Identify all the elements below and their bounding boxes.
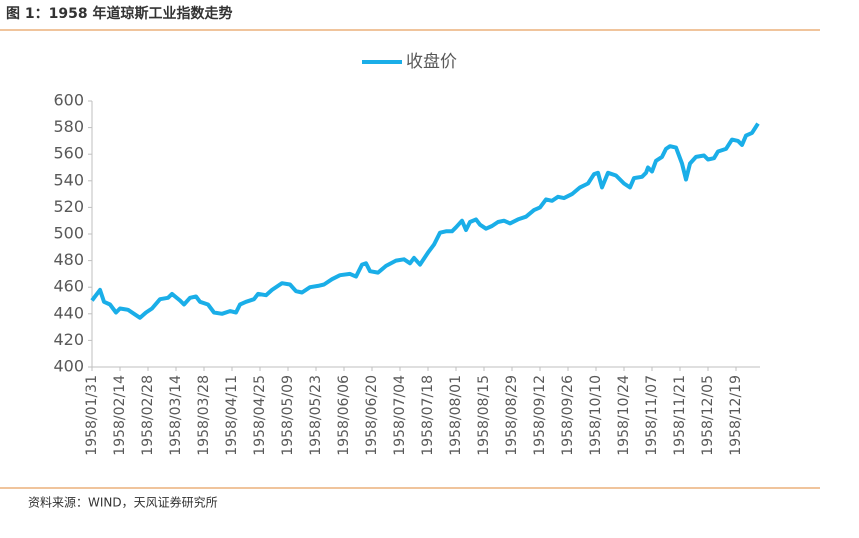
x-tick-label: 1958/07/04 — [392, 375, 408, 456]
x-tick-label: 1958/09/26 — [560, 375, 576, 456]
x-tick-label: 1958/11/07 — [644, 375, 660, 456]
chart-title: 图 1：1958 年道琼斯工业指数走势 — [6, 5, 232, 22]
x-tick-label: 1958/12/05 — [700, 375, 716, 456]
y-tick-label: 560 — [53, 144, 84, 163]
y-tick-label: 460 — [53, 277, 84, 296]
x-tick-label: 1958/06/20 — [364, 375, 380, 456]
y-tick-label: 400 — [53, 357, 84, 376]
x-tick-label: 1958/10/10 — [588, 375, 604, 456]
y-tick-label: 600 — [53, 91, 84, 110]
series-line — [90, 122, 760, 320]
y-tick-label: 480 — [53, 250, 84, 269]
x-tick-label: 1958/10/24 — [616, 375, 632, 456]
y-tick-label: 540 — [53, 170, 84, 189]
y-tick-label: 500 — [53, 224, 84, 243]
x-tick-label: 1958/11/21 — [672, 375, 688, 456]
x-tick-label: 1958/01/31 — [84, 375, 100, 456]
y-tick-label: 580 — [53, 117, 84, 136]
x-tick-label: 1958/08/29 — [504, 375, 520, 456]
y-tick-label: 420 — [53, 330, 84, 349]
x-tick-label: 1958/02/28 — [140, 375, 156, 456]
x-tick-label: 1958/08/01 — [448, 375, 464, 456]
x-tick-label: 1958/03/28 — [196, 375, 212, 456]
x-tick-label: 1958/05/23 — [308, 375, 324, 456]
legend-label: 收盘价 — [406, 52, 457, 72]
x-tick-label: 1958/05/09 — [280, 375, 296, 456]
x-tick-label: 1958/04/11 — [224, 375, 240, 456]
x-tick-label: 1958/04/25 — [252, 375, 268, 456]
x-tick-label: 1958/06/06 — [336, 375, 352, 456]
x-tick-label: 1958/07/18 — [420, 375, 436, 456]
y-tick-label: 520 — [53, 197, 84, 216]
x-tick-label: 1958/12/19 — [728, 375, 744, 456]
x-tick-label: 1958/08/15 — [476, 375, 492, 456]
x-tick-label: 1958/03/14 — [168, 375, 184, 456]
y-tick-label: 440 — [53, 303, 84, 322]
source-note: 资料来源：WIND，天风证券研究所 — [28, 495, 218, 510]
x-tick-label: 1958/09/12 — [532, 375, 548, 456]
x-tick-label: 1958/02/14 — [112, 375, 128, 456]
